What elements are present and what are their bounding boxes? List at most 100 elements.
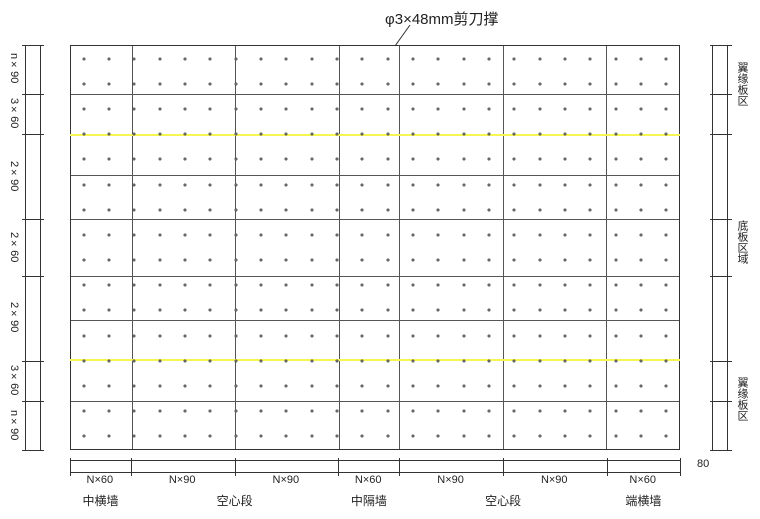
scaffold-point [108, 284, 111, 287]
scaffold-point [386, 385, 389, 388]
scaffold-point [184, 435, 187, 438]
scaffold-point [234, 208, 237, 211]
scaffold-point [386, 359, 389, 362]
scaffold-point [260, 259, 263, 262]
scaffold-point [310, 284, 313, 287]
scaffold-point [412, 208, 415, 211]
scaffold-point [437, 233, 440, 236]
dim-label-left: n×90 [8, 53, 20, 83]
scaffold-point [513, 309, 516, 312]
scaffold-point [665, 359, 668, 362]
scaffold-point [412, 309, 415, 312]
scaffold-point [361, 183, 364, 186]
grid-line-horizontal [71, 401, 679, 402]
scaffold-point [234, 233, 237, 236]
scaffold-point [260, 233, 263, 236]
dim-tick [22, 361, 44, 362]
scaffold-point [488, 82, 491, 85]
scaffold-point [589, 309, 592, 312]
scaffold-point [564, 158, 567, 161]
scaffold-point [158, 107, 161, 110]
scaffold-point [285, 435, 288, 438]
scaffold-point [513, 359, 516, 362]
scaffold-point [260, 284, 263, 287]
scaffold-point [184, 233, 187, 236]
scaffold-point [285, 410, 288, 413]
scaffold-point [260, 107, 263, 110]
scaffold-point [513, 82, 516, 85]
scaffold-point [158, 385, 161, 388]
scaffold-point [310, 133, 313, 136]
scaffold-point [665, 259, 668, 262]
dim-tick [710, 450, 732, 451]
scaffold-point [108, 309, 111, 312]
scaffold-point [108, 208, 111, 211]
scaffold-point [640, 309, 643, 312]
scaffold-point [589, 334, 592, 337]
scaffold-point [82, 233, 85, 236]
scaffold-point [538, 410, 541, 413]
scaffold-point [589, 233, 592, 236]
scaffold-point [564, 233, 567, 236]
scaffold-point [589, 183, 592, 186]
scaffold-point [209, 158, 212, 161]
grid-line-horizontal [71, 219, 679, 220]
scaffold-point [108, 410, 111, 413]
scaffold-point [665, 233, 668, 236]
dim-line-horizontal [70, 460, 680, 461]
scaffold-point [260, 158, 263, 161]
scaffold-point [234, 435, 237, 438]
dim-tick [710, 276, 732, 277]
scaffold-point [336, 284, 339, 287]
scaffold-point [158, 158, 161, 161]
scaffold-point [614, 82, 617, 85]
scaffold-point [82, 359, 85, 362]
scaffold-point [462, 158, 465, 161]
scaffold-point [488, 359, 491, 362]
scaffold-point [614, 410, 617, 413]
scaffold-point [336, 82, 339, 85]
scaffold-point [437, 82, 440, 85]
grid-line-horizontal [71, 175, 679, 176]
scaffold-point [614, 259, 617, 262]
scaffold-point [285, 385, 288, 388]
dim-tick [22, 276, 44, 277]
scaffold-point [589, 435, 592, 438]
scaffold-point [108, 435, 111, 438]
scaffold-point [614, 107, 617, 110]
dim-tick [22, 219, 44, 220]
scaffold-point [285, 107, 288, 110]
scaffold-point [640, 183, 643, 186]
scaffold-point [488, 309, 491, 312]
scaffold-point [513, 284, 516, 287]
scaffold-point [158, 208, 161, 211]
scaffold-point [260, 208, 263, 211]
scaffold-point [285, 359, 288, 362]
scaffold-point [614, 233, 617, 236]
scaffold-point [640, 334, 643, 337]
scaffold-point [108, 107, 111, 110]
dim-tick [22, 45, 44, 46]
scaffold-point [285, 82, 288, 85]
scaffold-point [462, 410, 465, 413]
scaffold-point [665, 309, 668, 312]
scaffold-point [589, 259, 592, 262]
scaffold-point [589, 410, 592, 413]
scaffold-point [260, 309, 263, 312]
scaffold-point [386, 435, 389, 438]
scaffold-point [82, 284, 85, 287]
dim-tick [710, 401, 732, 402]
scaffold-point [209, 208, 212, 211]
scaffold-point [462, 57, 465, 60]
scaffold-point [209, 309, 212, 312]
scaffold-point [82, 57, 85, 60]
scaffold-point [640, 284, 643, 287]
scaffold-point [513, 435, 516, 438]
scaffold-point [209, 183, 212, 186]
scaffold-point [665, 284, 668, 287]
scaffold-point [209, 233, 212, 236]
scaffold-point [614, 208, 617, 211]
scaffold-point [437, 359, 440, 362]
scaffold-point [437, 259, 440, 262]
scaffold-point [158, 284, 161, 287]
